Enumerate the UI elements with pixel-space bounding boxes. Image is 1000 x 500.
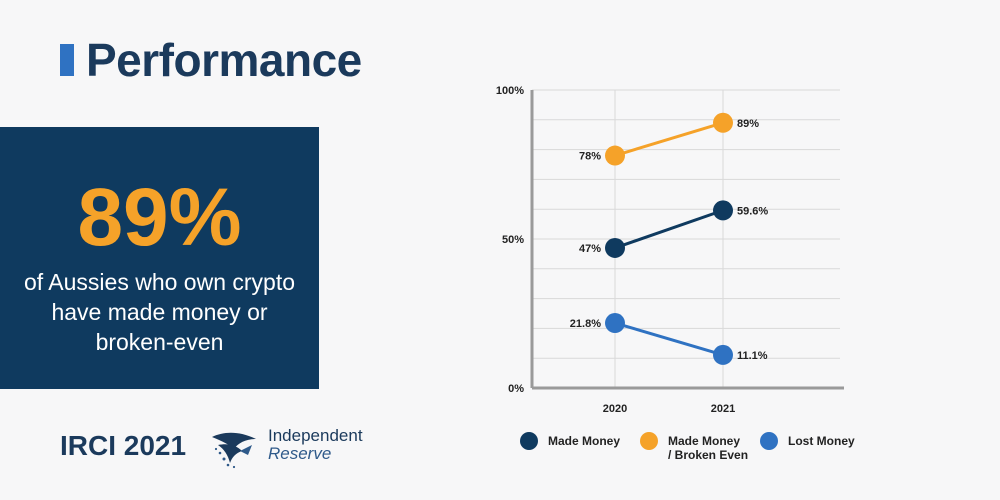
logo-text: Independent Reserve	[268, 427, 363, 463]
data-label: 47%	[579, 243, 601, 255]
stat-value: 89%	[0, 173, 319, 263]
legend-item: Made Money / Broken Even	[640, 432, 760, 462]
page-title: Performance	[86, 30, 362, 90]
legend-item: Made Money	[520, 432, 640, 462]
legend-swatch	[640, 432, 658, 450]
y-tick-label: 0%	[508, 383, 524, 395]
line-chart: 0% 50% 100% 2020 2021 47% 59.6% 78% 89% 21.8% 11.1…	[480, 70, 860, 420]
x-tick-label: 2021	[711, 403, 735, 415]
series-line	[615, 323, 723, 355]
brand-logo: Independent Reserve	[210, 425, 370, 475]
x-tick-label: 2020	[603, 403, 627, 415]
series-line	[615, 123, 723, 156]
data-label: 11.1%	[737, 350, 768, 362]
y-tick-label: 50%	[502, 234, 524, 246]
legend-swatch	[760, 432, 778, 450]
logo-line-1: Independent	[268, 426, 363, 445]
stat-panel: 89% of Aussies who own crypto have made …	[0, 127, 319, 389]
chart-legend: Made Money Made Money / Broken Even Lost M…	[520, 432, 870, 462]
logo-line-2: Reserve	[268, 445, 363, 463]
data-label: 78%	[579, 151, 601, 163]
data-point	[605, 146, 625, 166]
series-line	[615, 210, 723, 248]
legend-swatch	[520, 432, 538, 450]
title-accent-bar	[60, 44, 74, 76]
legend-label: Lost Money	[788, 432, 855, 448]
data-point	[713, 345, 733, 365]
stat-caption: of Aussies who own crypto have made mone…	[0, 267, 319, 357]
report-tag: IRCI 2021	[60, 428, 186, 464]
data-label: 59.6%	[737, 205, 768, 217]
legend-item: Lost Money	[760, 432, 870, 462]
eagle-icon	[210, 425, 266, 471]
data-point	[713, 200, 733, 220]
data-point	[713, 113, 733, 133]
data-point	[605, 313, 625, 333]
data-point	[605, 238, 625, 258]
legend-label: Made Money / Broken Even	[668, 432, 748, 462]
legend-label: Made Money	[548, 432, 620, 448]
data-label: 21.8%	[570, 318, 601, 330]
data-label: 89%	[737, 118, 759, 130]
y-tick-label: 100%	[496, 85, 524, 97]
